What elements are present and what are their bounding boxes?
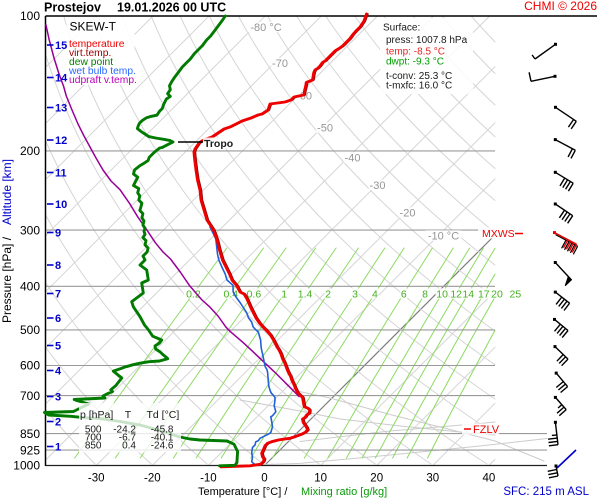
svg-text:2: 2 [325,288,331,300]
svg-text:3: 3 [352,288,358,300]
svg-text:12: 12 [450,288,462,300]
svg-text:0.6: 0.6 [247,288,262,300]
svg-text:0: 0 [261,473,267,485]
svg-text:-30: -30 [88,473,105,485]
svg-text:1: 1 [55,442,61,454]
svg-text:-20: -20 [400,207,416,219]
svg-text:-70: -70 [272,58,288,70]
svg-text:-80 °C: -80 °C [250,22,281,34]
svg-text:-30: -30 [370,180,386,192]
svg-text:0.4: 0.4 [122,441,136,452]
svg-text:udpraft v.temp.: udpraft v.temp. [69,75,137,86]
svg-text:30: 30 [426,473,439,485]
svg-text:400: 400 [20,280,40,294]
svg-text:200: 200 [20,144,40,158]
svg-text:4: 4 [55,366,62,378]
svg-text:6: 6 [55,313,61,325]
svg-text:-6.7: -6.7 [119,433,137,444]
svg-text:10: 10 [55,199,67,211]
svg-text:7: 7 [55,289,61,301]
svg-text:-20: -20 [144,473,161,485]
svg-text:-50: -50 [317,122,333,134]
svg-text:wet bulb temp.: wet bulb temp. [68,66,136,77]
svg-text:temp: -8.5 °C: temp: -8.5 °C [386,46,445,57]
svg-text:t-mxfc: 16.0 °C: t-mxfc: 16.0 °C [386,81,452,92]
svg-text:700: 700 [20,389,40,403]
svg-text:Pressure [hPa] /: Pressure [hPa] / [0,236,14,323]
svg-text:14: 14 [55,73,68,85]
svg-text:-10 °C: -10 °C [428,230,459,242]
svg-text:press: 1007.8 hPa: press: 1007.8 hPa [386,35,468,46]
svg-text:-40.1: -40.1 [151,433,174,444]
svg-text:20: 20 [491,288,503,300]
svg-text:-45.8: -45.8 [151,425,174,436]
svg-text:19.01.2026 00 UTC: 19.01.2026 00 UTC [117,1,226,15]
svg-text:SKEW-T: SKEW-T [70,20,117,34]
svg-text:11: 11 [55,168,67,180]
svg-text:virt.temp.: virt.temp. [69,48,111,59]
svg-text:700: 700 [85,433,102,444]
svg-text:0.2: 0.2 [186,288,201,300]
svg-text:-10: -10 [200,473,217,485]
svg-text:Altitude [km]: Altitude [km] [0,159,14,225]
svg-text:10: 10 [314,473,327,485]
svg-text:12: 12 [55,135,67,147]
svg-text:40: 40 [483,473,496,485]
svg-text:temperature: temperature [69,39,125,50]
svg-text:925: 925 [20,443,40,457]
svg-text:dwpt: -9.3 °C: dwpt: -9.3 °C [386,57,444,68]
svg-text:25: 25 [510,288,522,300]
svg-text:0.4: 0.4 [223,288,238,300]
svg-text:Surface:: Surface: [383,23,420,34]
svg-text:SFC: 215 m ASL: SFC: 215 m ASL [503,486,589,498]
svg-text:2: 2 [55,417,61,429]
svg-text:8: 8 [422,288,428,300]
svg-text:15: 15 [55,40,67,52]
svg-text:t-conv: 25.3 °C: t-conv: 25.3 °C [386,71,452,82]
svg-text:13: 13 [55,103,67,115]
svg-text:FZLV: FZLV [473,424,500,436]
svg-text:-24.2: -24.2 [113,425,136,436]
svg-text:3: 3 [55,392,61,404]
svg-text:10: 10 [436,288,448,300]
svg-text:1: 1 [281,288,287,300]
svg-text:8: 8 [55,260,61,272]
svg-text:Tropo: Tropo [204,138,233,150]
svg-text:6: 6 [401,288,407,300]
svg-text:p [hPa]: p [hPa] [80,409,113,421]
svg-text:500: 500 [85,425,102,436]
svg-text:600: 600 [20,359,40,373]
svg-text:Mixing ratio [g/kg]: Mixing ratio [g/kg] [301,486,387,498]
svg-text:9: 9 [55,228,61,240]
svg-text:-40: -40 [345,152,361,164]
svg-text:14: 14 [462,288,474,300]
svg-text:100: 100 [20,9,40,23]
svg-text:1.4: 1.4 [298,288,313,300]
svg-text:Temperature [°C] /: Temperature [°C] / [198,486,288,498]
svg-text:5: 5 [55,341,61,353]
svg-text:Prostejov: Prostejov [44,1,101,15]
svg-text:CHMI © 2026: CHMI © 2026 [524,0,597,13]
svg-text:850: 850 [85,441,102,452]
svg-text:500: 500 [20,323,40,337]
svg-text:850: 850 [20,427,40,441]
svg-text:-24.6: -24.6 [151,441,174,452]
svg-text:1000: 1000 [13,459,40,473]
svg-text:Td [°C]: Td [°C] [147,409,180,421]
svg-text:MXWS: MXWS [482,228,515,240]
svg-text:T: T [125,409,132,421]
svg-text:17: 17 [478,288,490,300]
svg-text:20: 20 [370,473,383,485]
svg-text:dew point: dew point [69,57,113,68]
svg-text:300: 300 [20,223,40,237]
svg-text:4: 4 [372,288,378,300]
